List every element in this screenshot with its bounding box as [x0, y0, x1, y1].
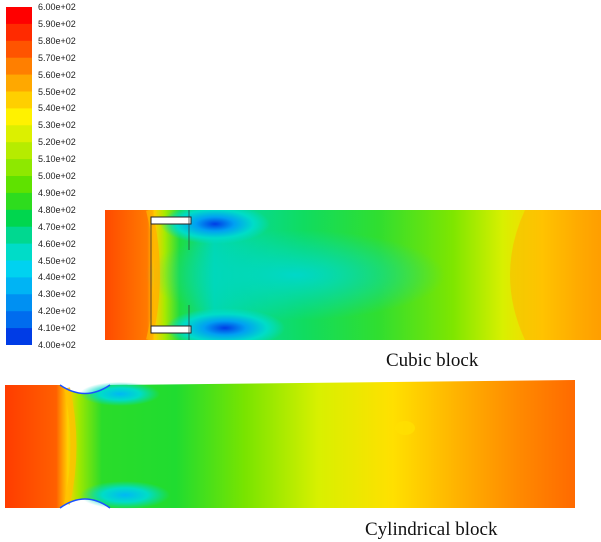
- colorbar-tick-label: 6.00e+02: [38, 2, 76, 12]
- cyl-block-bottom: [59, 498, 111, 509]
- colorbar-tick-label: 4.90e+02: [38, 187, 76, 198]
- cyl-block-top: [59, 384, 111, 395]
- caption-cylindrical-block: Cylindrical block: [365, 519, 498, 540]
- colorbar-tick-label: 5.90e+02: [38, 18, 76, 29]
- colorbar-band: [6, 311, 32, 329]
- colorbar-band: [6, 277, 32, 295]
- colorbar-band: [6, 7, 32, 25]
- colorbar-tick-label: 5.70e+02: [38, 52, 76, 63]
- colorbar-tick-label: 5.40e+02: [38, 103, 76, 114]
- cyl-cold-spot-top: [80, 382, 160, 406]
- colorbar-band: [6, 243, 32, 261]
- colorbar-tick-label: 5.10e+02: [38, 154, 76, 165]
- cubic-core-region: [145, 230, 445, 320]
- colorbar-band: [6, 226, 32, 245]
- colorbar-band: [6, 57, 32, 76]
- colorbar-tick-label: 5.60e+02: [38, 69, 76, 80]
- colorbar-band: [6, 142, 32, 160]
- colorbar-band: [6, 209, 32, 228]
- cubic-block-bottom: [150, 325, 192, 334]
- cyl-cold-spot-bottom: [80, 481, 170, 509]
- colorbar-band: [6, 74, 32, 92]
- colorbar-band: [6, 108, 32, 126]
- colorbar-band: [6, 40, 32, 59]
- cubic-block-top: [150, 216, 192, 225]
- colorbar-band: [6, 260, 32, 278]
- colorbar-tick-label: 5.00e+02: [38, 171, 76, 181]
- colorbar-tick-label: 4.40e+02: [38, 272, 76, 283]
- colorbar-tick-label: 4.70e+02: [38, 221, 76, 232]
- cubic-block-contour: [105, 210, 601, 340]
- caption-cubic-block: Cubic block: [386, 350, 479, 371]
- colorbar-band: [6, 23, 32, 42]
- colorbar-tick-label: 4.00e+02: [38, 340, 76, 350]
- cubic-warm-zone: [510, 210, 601, 340]
- colorbar-tick-label: 5.30e+02: [38, 120, 76, 131]
- colorbar-band: [6, 192, 32, 211]
- colorbar-tick-label: 4.60e+02: [38, 238, 76, 249]
- colorbar-band: [6, 159, 32, 177]
- colorbar-tick-label: 5.50e+02: [38, 86, 76, 97]
- colorbar-band: [6, 176, 32, 194]
- colorbar-band: [6, 91, 32, 109]
- cylindrical-block-contour: [5, 380, 575, 509]
- colorbar-tick-label: 4.30e+02: [38, 289, 76, 300]
- cyl-hot-spot: [395, 421, 415, 435]
- colorbar-tick-label: 4.20e+02: [38, 306, 76, 317]
- colorbar-tick-label: 4.80e+02: [38, 204, 76, 215]
- temperature-colorbar: [6, 7, 32, 345]
- colorbar-band: [6, 328, 32, 345]
- cylindrical-contour-field: [5, 380, 575, 508]
- colorbar-tick-labels: 6.00e+02 5.90e+02 5.80e+02 5.70e+02 5.60e+02…: [38, 0, 108, 350]
- cubic-cold-spot-bottom: [165, 308, 285, 340]
- colorbar-tick-label: 4.50e+02: [38, 255, 76, 266]
- colorbar-tick-label: 4.10e+02: [38, 323, 76, 334]
- colorbar-tick-label: 5.20e+02: [38, 137, 76, 148]
- colorbar-tick-label: 5.80e+02: [38, 35, 76, 46]
- cyl-hot-front: [64, 387, 77, 505]
- colorbar-band: [6, 125, 32, 143]
- colorbar-band: [6, 294, 32, 312]
